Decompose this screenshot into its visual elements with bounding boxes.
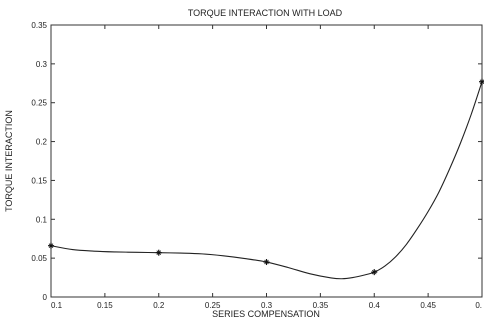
x-axis: 0.1 0.15 0.2 0.25 0.3 0.35 0.4 0.45 0. (50, 25, 483, 310)
data-point-marker (48, 242, 54, 249)
data-point-marker (371, 269, 378, 276)
x-tick-label: 0.3 (261, 301, 273, 310)
y-tick-label: 0.1 (36, 215, 48, 224)
series-markers (48, 78, 484, 276)
x-tick-label: 0.4 (369, 301, 381, 310)
series-line (50, 81, 483, 280)
y-axis-label: TORQUE INTERACTION (4, 110, 14, 212)
y-tick-label: 0.35 (31, 21, 47, 30)
x-tick-label: 0.45 (420, 301, 436, 310)
data-point-marker (155, 249, 162, 256)
y-tick-label: 0.15 (31, 176, 47, 185)
x-tick-label: 0.2 (153, 301, 165, 310)
x-tick-label: 0.35 (313, 301, 329, 310)
y-tick-label: 0.05 (31, 254, 47, 263)
data-point-marker (263, 259, 270, 266)
x-tick-label: 0. (475, 301, 482, 310)
x-tick-label: 0.15 (97, 301, 113, 310)
y-tick-label: 0.2 (36, 138, 48, 147)
x-tick-label: 0.1 (51, 301, 63, 310)
y-axis: 0 0.05 0.1 0.15 0.2 0.25 0.3 0.35 (31, 21, 482, 302)
y-tick-label: 0.25 (31, 99, 47, 108)
y-tick-label: 0.3 (36, 60, 48, 69)
plot-area (50, 24, 483, 298)
chart-title: TORQUE INTERACTION WITH LOAD (188, 8, 343, 18)
data-point-marker (479, 78, 484, 85)
x-tick-label: 0.25 (205, 301, 221, 310)
x-axis-label: SERIES COMPENSATION (212, 309, 320, 319)
y-tick-label: 0 (43, 293, 48, 302)
